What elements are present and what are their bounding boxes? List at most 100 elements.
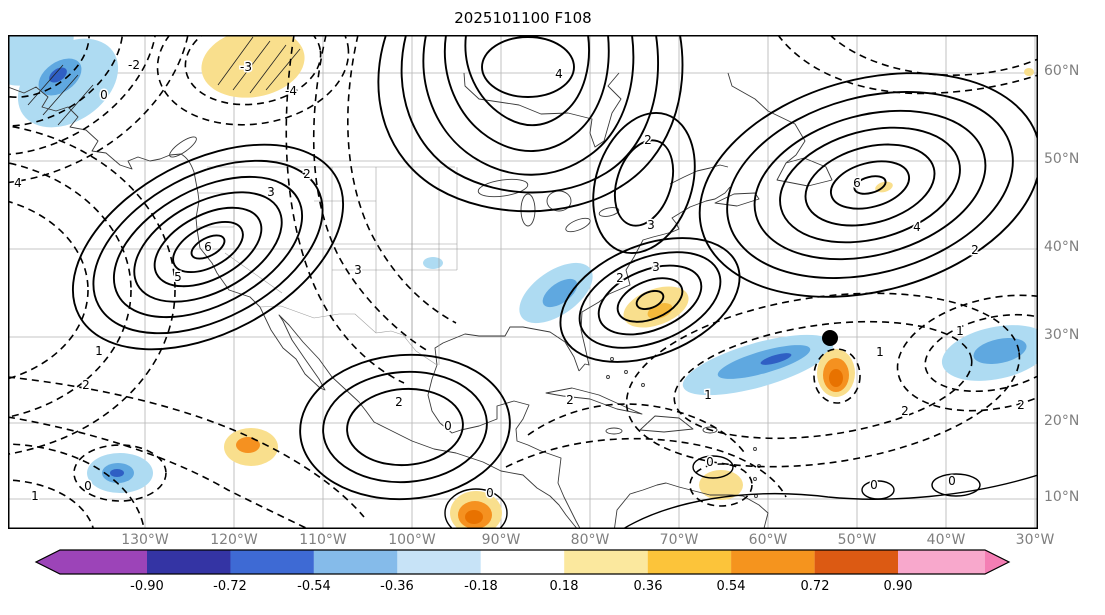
contour-label: 2	[1017, 398, 1025, 412]
contour-set-small-loops	[444, 455, 1038, 529]
x-tick-label: 30°W	[1015, 532, 1055, 548]
colorbar	[0, 548, 1105, 584]
shaded-region	[49, 67, 67, 83]
contour-label: 0	[486, 486, 494, 500]
colorbar-tick-label: 0.36	[633, 579, 663, 594]
shaded-region	[465, 510, 483, 524]
contour-set-sw-dashed	[8, 376, 753, 529]
storm-marker	[822, 330, 838, 346]
colorbar-segment	[397, 550, 481, 574]
x-tick-label: 130°W	[121, 532, 169, 548]
contour-label: -2	[128, 58, 140, 72]
contour-label: 2	[644, 133, 652, 147]
x-tick-label: 110°W	[299, 532, 347, 548]
contour-label: 4	[555, 67, 563, 81]
y-tick-label: 20°N	[1044, 413, 1080, 429]
shaded-region	[236, 437, 260, 453]
contour-set-midatlantic	[559, 237, 741, 363]
contour-label: 3	[267, 185, 275, 199]
shaded-region	[973, 337, 1027, 365]
shaded-region	[423, 257, 443, 269]
x-tick-label: 60°W	[748, 532, 788, 548]
colorbar-canvas	[34, 549, 1011, 575]
state-borders	[196, 166, 458, 366]
contour-label: 0	[948, 474, 956, 488]
x-tick-label: 40°W	[926, 532, 966, 548]
contour-label: 2	[395, 395, 403, 409]
contour-set-leftmid-dashed	[8, 125, 176, 455]
colorbar-tick-label: -0.18	[464, 579, 498, 594]
colorbar-segment	[814, 550, 899, 574]
colorbar-tick-label: -0.90	[130, 579, 164, 594]
figure-title: 2025101100 F108	[454, 9, 592, 27]
contour-set-caribbean-dashed	[505, 403, 787, 498]
colorbar-segment	[147, 550, 231, 574]
contour-set-quebec-lobe	[592, 111, 696, 255]
contour-label: -4	[285, 84, 297, 98]
contour-label: 0	[444, 419, 452, 433]
colorbar-segment	[647, 550, 732, 574]
y-tick-label: 50°N	[1044, 151, 1080, 167]
contour-label: 2	[901, 404, 909, 418]
contour-label: 0	[706, 455, 714, 469]
colorbar-segment	[731, 550, 815, 574]
contour-label: 3	[354, 263, 362, 277]
colorbar-tick-label: 0.72	[800, 579, 830, 594]
colorbar-tick-label: 0.18	[549, 579, 579, 594]
colorbar-over-arrow	[985, 550, 1009, 574]
colorbar-segment	[564, 550, 648, 574]
contour-label: 4	[14, 176, 22, 190]
x-tick-label: 120°W	[210, 532, 258, 548]
y-tick-label: 30°N	[1044, 327, 1080, 343]
y-tick-label: 60°N	[1044, 63, 1080, 79]
x-tick-label: 90°W	[481, 532, 521, 548]
contour-label: 0	[84, 479, 92, 493]
contour-label: 6	[853, 176, 861, 190]
contour-label: 0	[100, 88, 108, 102]
colorbar-segment	[898, 550, 985, 574]
shaded-region	[542, 278, 578, 308]
shaded-region	[829, 369, 843, 387]
colorbar-outline	[34, 549, 1011, 575]
colorbar-under-arrow	[36, 550, 60, 574]
x-tick-label: 100°W	[388, 532, 436, 548]
colorbar-tick-label: -0.54	[297, 579, 331, 594]
hatch-marks	[27, 36, 301, 126]
colorbar-tick-label: -0.72	[213, 579, 247, 594]
colorbar-segment	[313, 550, 398, 574]
contour-label: 4	[913, 220, 921, 234]
y-tick-label: 10°N	[1044, 489, 1080, 505]
contour-label: 6	[204, 240, 212, 254]
contour-label: 2	[303, 167, 311, 181]
contour-label: -3	[240, 60, 252, 74]
contour-label: 5	[174, 270, 182, 284]
shaded-region	[1024, 68, 1034, 76]
colorbar-segment	[230, 550, 314, 574]
x-tick-label: 50°W	[837, 532, 877, 548]
colorbar-tick-label: 0.54	[716, 579, 746, 594]
contour-label: 2	[971, 243, 979, 257]
x-tick-label: 70°W	[659, 532, 699, 548]
contour-set-canada	[377, 35, 684, 213]
contour-set-atlantic-high	[698, 72, 1038, 298]
contour-set-ne-dashed	[777, 35, 1038, 95]
contour-label: 2	[566, 393, 574, 407]
shaded-region	[760, 353, 792, 365]
colorbar-segment	[480, 550, 565, 574]
contour-label: 3	[652, 260, 660, 274]
colorbar-tick-label: 0.90	[883, 579, 913, 594]
contour-labels: -2 0 -3 -4 4 6 5 3 2 4 2 3 6 4 2 3 2 2 0…	[13, 57, 1027, 505]
contour-label: 1	[31, 489, 39, 503]
contour-label: 2	[82, 378, 90, 392]
x-tick-label: 80°W	[570, 532, 610, 548]
colorbar-segment	[60, 550, 147, 574]
map-plot: -2 0 -3 -4 4 6 5 3 2 4 2 3 6 4 2 3 2 2 0…	[8, 35, 1038, 529]
map-canvas: -2 0 -3 -4 4 6 5 3 2 4 2 3 6 4 2 3 2 2 0…	[8, 35, 1038, 529]
contour-label: 1	[704, 388, 712, 402]
contour-label: 2	[616, 271, 624, 285]
contour-label: 1	[956, 324, 964, 338]
plot-frame	[8, 35, 1038, 529]
contour-label: 3	[647, 218, 655, 232]
contour-set-central-trough-dashed	[285, 35, 457, 384]
contour-label: 1	[876, 345, 884, 359]
